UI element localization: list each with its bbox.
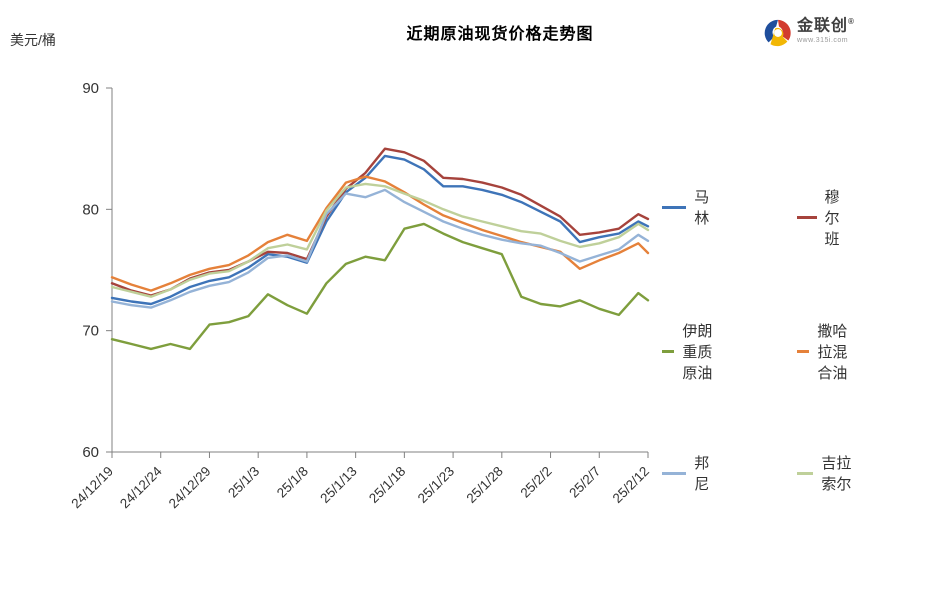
svg-text:25/2/12: 25/2/12 — [610, 464, 652, 506]
svg-text:25/1/28: 25/1/28 — [463, 464, 505, 506]
svg-text:80: 80 — [82, 201, 99, 218]
legend-item-iran-heavy: 伊朗重质原油 — [662, 320, 717, 383]
legend-label-sahara-blend: 撒哈拉混合油 — [817, 323, 848, 382]
svg-text:24/12/19: 24/12/19 — [68, 464, 116, 512]
legend-label-bonny: 邦尼 — [694, 455, 710, 493]
jlc-logo: 金联创® www.315i.com — [763, 18, 855, 48]
svg-text:25/1/18: 25/1/18 — [366, 464, 408, 506]
legend-swatch-sahara-blend — [797, 350, 810, 353]
legend-item-murban: 穆尔班 — [797, 186, 852, 249]
logo-text: 金联创® — [797, 17, 855, 35]
legend-label-girassol: 吉拉索尔 — [821, 455, 852, 493]
y-axis-unit-label: 美元/桶 — [10, 32, 56, 48]
legend-swatch-iran-heavy — [662, 350, 675, 353]
svg-text:24/12/24: 24/12/24 — [117, 463, 165, 511]
svg-text:70: 70 — [82, 323, 99, 340]
registered-mark: ® — [848, 17, 855, 26]
legend-swatch-bonny — [662, 471, 687, 475]
svg-text:60: 60 — [82, 444, 99, 461]
legend-swatch-murban — [797, 216, 817, 219]
svg-text:25/1/3: 25/1/3 — [225, 464, 262, 501]
legend-item-bonny: 邦尼 — [662, 452, 717, 494]
legend-item-girassol: 吉拉索尔 — [797, 452, 852, 494]
svg-text:24/12/29: 24/12/29 — [166, 464, 214, 512]
page-title: 近期原油现货价格走势图 — [406, 26, 594, 43]
legend-swatch-girassol — [797, 471, 814, 475]
svg-text:25/1/23: 25/1/23 — [415, 464, 457, 506]
svg-text:25/1/8: 25/1/8 — [274, 464, 311, 501]
legend-label-murban: 穆尔班 — [824, 189, 840, 248]
legend-swatch-malin — [662, 205, 687, 209]
svg-text:90: 90 — [82, 80, 99, 97]
svg-text:25/1/13: 25/1/13 — [317, 464, 359, 506]
svg-text:25/2/7: 25/2/7 — [566, 464, 603, 501]
legend-item-sahara-blend: 撒哈拉混合油 — [797, 320, 852, 383]
jlc-logo-icon — [764, 19, 791, 47]
legend-item-malin: 马林 — [662, 186, 717, 228]
legend-label-malin: 马林 — [694, 189, 710, 227]
logo-url-text: www.315i.com — [797, 37, 849, 45]
legend-label-iran-heavy: 伊朗重质原油 — [682, 323, 713, 382]
svg-text:25/2/2: 25/2/2 — [518, 464, 555, 501]
